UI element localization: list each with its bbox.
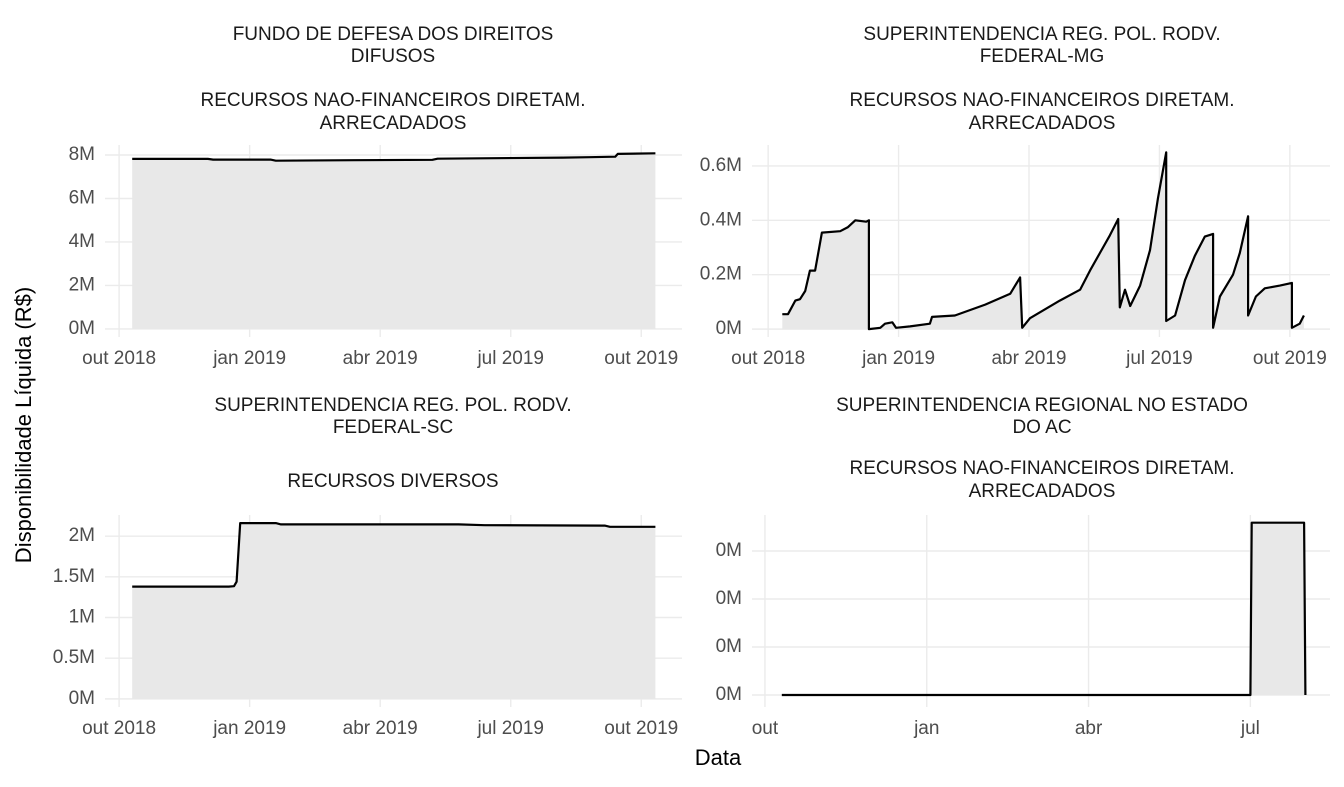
y-tick-label: 0.6M [700, 155, 742, 176]
area-fill [781, 522, 1306, 695]
panel-subtitle: RECURSOS NAO-FINANCEIROS DIRETAM. [201, 90, 586, 111]
line [782, 151, 1305, 331]
y-tick-label: 0.5M [53, 647, 95, 668]
panel-subtitle: RECURSOS DIVERSOS [287, 471, 498, 492]
y-tick-label: 1M [69, 607, 95, 628]
area-fill [132, 523, 656, 699]
y-tick-label: 2M [69, 525, 95, 546]
x-tick-label: out 2019 [1253, 348, 1327, 369]
y-tick-label: 0M [69, 318, 95, 339]
y-tick-label: 8M [69, 144, 95, 165]
x-tick-label: out 2018 [731, 348, 805, 369]
x-tick-label: jan 2019 [861, 348, 935, 369]
y-tick-label: 0.4M [700, 209, 742, 230]
x-tick-label: abr 2019 [343, 718, 418, 739]
line [781, 521, 1307, 697]
panel-subtitle: ARRECADADOS [320, 113, 467, 134]
line [132, 522, 656, 588]
x-tick-label: out [752, 718, 779, 739]
x-tick-label: jan 2019 [212, 718, 286, 739]
panel-subtitle: RECURSOS NAO-FINANCEIROS DIRETAM. [850, 90, 1235, 111]
x-tick-label: out 2018 [82, 348, 156, 369]
y-tick-label: 0M [716, 684, 742, 705]
panel-subtitle: RECURSOS NAO-FINANCEIROS DIRETAM. [850, 458, 1235, 479]
x-tick-label: jan [913, 718, 939, 739]
x-axis-title: Data [695, 745, 742, 770]
x-tick-label: jul 2019 [476, 348, 544, 369]
area-fill [132, 153, 656, 329]
y-tick-label: 1.5M [53, 566, 95, 587]
panel-title: FEDERAL-MG [980, 46, 1105, 67]
y-axis-title: Disponibilidade Líquida (R$) [11, 287, 36, 563]
x-tick-label: out 2019 [604, 348, 678, 369]
panel-title: DIFUSOS [351, 46, 435, 67]
area-fill [782, 152, 1304, 330]
x-tick-label: jul 2019 [476, 718, 544, 739]
line [132, 152, 656, 162]
y-tick-label: 2M [69, 274, 95, 295]
y-tick-label: 0.2M [700, 264, 742, 285]
x-tick-label: abr 2019 [991, 348, 1066, 369]
x-tick-label: out 2019 [604, 718, 678, 739]
y-tick-label: 0M [716, 636, 742, 657]
x-tick-label: out 2018 [82, 718, 156, 739]
y-tick-label: 0M [69, 688, 95, 709]
x-tick-label: jul 2019 [1125, 348, 1193, 369]
x-tick-label: abr 2019 [343, 348, 418, 369]
panel-title: SUPERINTENDENCIA REG. POL. RODV. [214, 395, 571, 416]
y-tick-label: 0M [716, 588, 742, 609]
panel-title: FUNDO DE DEFESA DOS DIREITOS [233, 24, 554, 45]
panel-subtitle: ARRECADADOS [969, 481, 1116, 502]
panel-title: FEDERAL-SC [333, 417, 453, 438]
y-tick-label: 0M [716, 318, 742, 339]
panel-title: SUPERINTENDENCIA REGIONAL NO ESTADO [836, 395, 1248, 416]
x-tick-label: jan 2019 [212, 348, 286, 369]
y-tick-label: 0M [716, 540, 742, 561]
x-tick-label: abr [1075, 718, 1103, 739]
panel-subtitle: ARRECADADOS [969, 113, 1116, 134]
x-tick-label: jul [1240, 718, 1260, 739]
panel-title: SUPERINTENDENCIA REG. POL. RODV. [863, 24, 1220, 45]
panel-title: DO AC [1012, 417, 1071, 438]
y-tick-label: 6M [69, 188, 95, 209]
y-tick-label: 4M [69, 231, 95, 252]
